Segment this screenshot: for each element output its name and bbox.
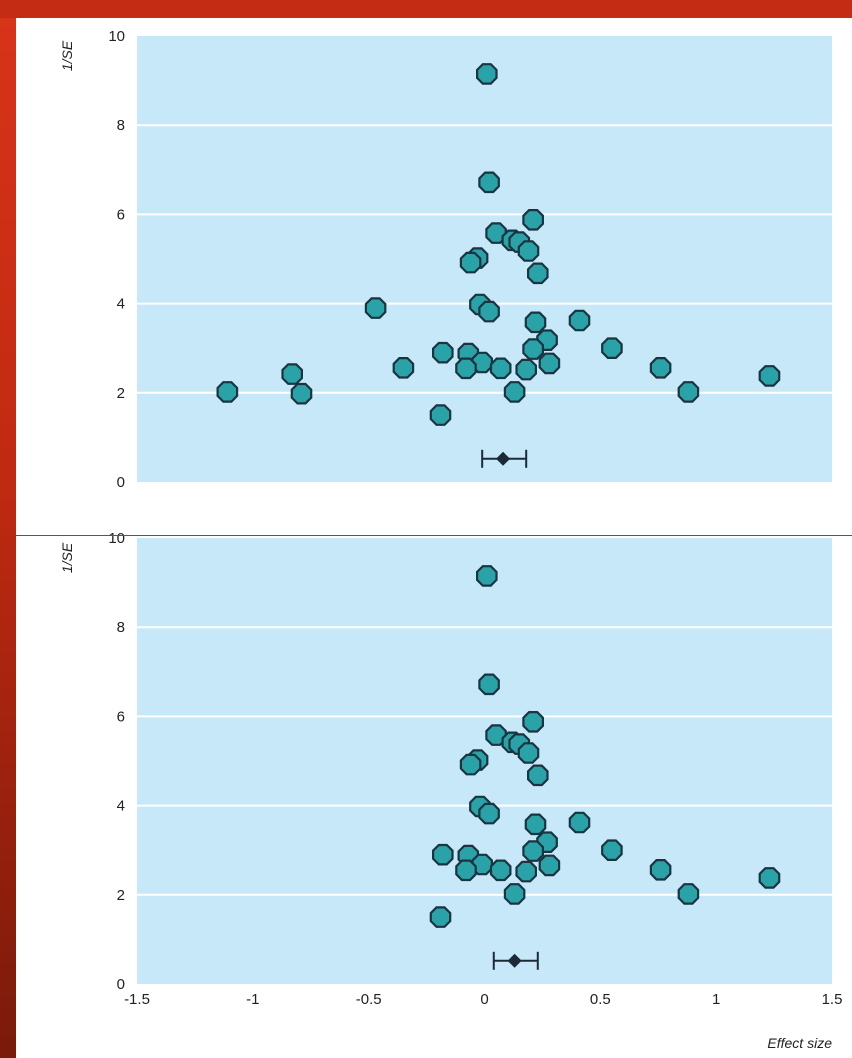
data-point-22 <box>538 352 561 375</box>
data-point-13 <box>568 811 591 834</box>
data-point-13 <box>478 300 500 323</box>
data-point-14 <box>524 813 547 836</box>
y-tick-label: 8 <box>117 117 125 134</box>
y-tick-label: 2 <box>117 887 125 904</box>
data-point-9 <box>459 251 482 274</box>
data-point-18 <box>601 337 623 359</box>
y-tick-label: 10 <box>108 530 125 547</box>
summary-estimate-diamond <box>507 953 522 968</box>
data-point-23 <box>455 357 477 380</box>
x-tick-label: -1.5 <box>124 991 150 1008</box>
data-point-18 <box>432 843 454 866</box>
funnel-plot-2: 0 2 4 6 8 10 1/SE -1.5 -1 -0.5 0 0.5 1 1.5 Effect size <box>59 530 842 1051</box>
x-tick-label: 0 <box>480 991 488 1008</box>
data-point-33 <box>677 381 700 403</box>
data-point-21 <box>538 854 561 877</box>
y-tick-label: 0 <box>117 474 125 491</box>
data-point-3 <box>522 710 545 733</box>
data-point-17 <box>601 839 623 862</box>
data-point-29 <box>429 906 452 928</box>
funnel-plot-1: 0 2 4 6 8 10 1/SE <box>59 28 832 491</box>
data-point-34 <box>429 404 452 426</box>
data-point-7 <box>517 742 540 764</box>
data-point-27 <box>503 883 526 905</box>
data-point-26 <box>392 357 415 379</box>
data-point-12 <box>478 802 500 825</box>
data-point-7 <box>517 240 540 262</box>
data-point-1 <box>476 565 498 587</box>
y-tick-label: 2 <box>117 385 125 402</box>
y-tick-label: 4 <box>117 296 125 313</box>
data-point-14 <box>568 309 591 332</box>
data-point-31 <box>290 382 313 405</box>
data-point-10 <box>526 764 549 787</box>
x-tick-label: 1.5 <box>822 991 843 1008</box>
data-point-24 <box>515 860 538 883</box>
data-point-21 <box>471 351 493 374</box>
data-point-1 <box>476 63 498 85</box>
data-point-3 <box>522 209 545 231</box>
y-tick-label: 8 <box>117 619 125 636</box>
data-point-26 <box>758 867 781 889</box>
data-point-9 <box>459 753 482 776</box>
data-point-4 <box>485 724 507 746</box>
data-point-25 <box>649 858 672 881</box>
y-axis-title: 1/SE <box>59 40 75 71</box>
x-tick-label: 0.5 <box>590 991 611 1008</box>
y-tick-label: 0 <box>117 976 125 993</box>
data-point-29 <box>758 365 781 387</box>
data-point-25 <box>515 358 538 381</box>
data-point-4 <box>485 222 507 244</box>
data-point-32 <box>503 381 526 403</box>
y-tick-label: 6 <box>117 708 125 725</box>
data-point-2 <box>478 673 500 696</box>
data-point-16 <box>522 840 545 862</box>
data-point-20 <box>471 853 493 876</box>
data-point-30 <box>216 381 239 403</box>
data-point-22 <box>455 859 477 882</box>
data-point-10 <box>526 262 549 285</box>
y-tick-label: 6 <box>117 206 125 223</box>
x-tick-label: 1 <box>712 991 720 1008</box>
data-point-17 <box>522 338 545 360</box>
x-axis-title: Effect size <box>767 1035 832 1051</box>
data-point-28 <box>677 883 700 905</box>
x-tick-label: -1 <box>246 991 259 1008</box>
slide-top-band <box>0 0 852 18</box>
data-point-24 <box>489 357 512 380</box>
y-tick-label: 4 <box>117 798 125 815</box>
data-point-19 <box>432 341 454 364</box>
y-tick-label: 10 <box>108 28 125 45</box>
data-point-2 <box>478 171 500 194</box>
data-point-27 <box>649 357 672 379</box>
y-axis-title: 1/SE <box>59 542 75 573</box>
summary-estimate-diamond <box>496 451 511 466</box>
x-tick-label: -0.5 <box>356 991 382 1008</box>
panel-divider <box>16 535 852 536</box>
data-point-11 <box>364 297 387 319</box>
data-point-23 <box>489 859 512 882</box>
data-point-28 <box>281 363 303 385</box>
data-point-15 <box>524 311 547 334</box>
